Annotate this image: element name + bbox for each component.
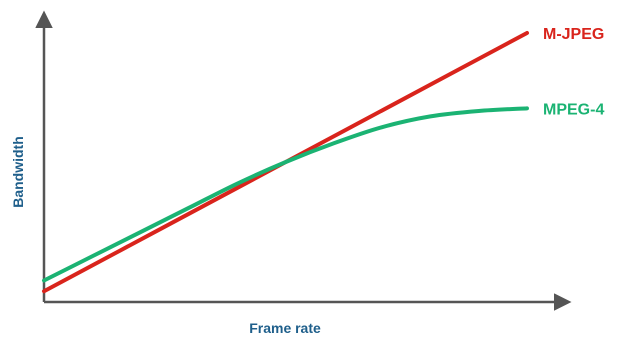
y-axis-label: Bandwidth xyxy=(10,136,26,208)
series-layer xyxy=(42,31,529,294)
series-label-mpeg-4: MPEG-4 xyxy=(543,101,604,118)
series-labels: M-JPEG MPEG-4 xyxy=(543,26,604,118)
series-label-m-jpeg: M-JPEG xyxy=(543,26,604,43)
x-axis-label: Frame rate xyxy=(249,320,321,336)
series-line-mpeg-4 xyxy=(42,106,529,283)
